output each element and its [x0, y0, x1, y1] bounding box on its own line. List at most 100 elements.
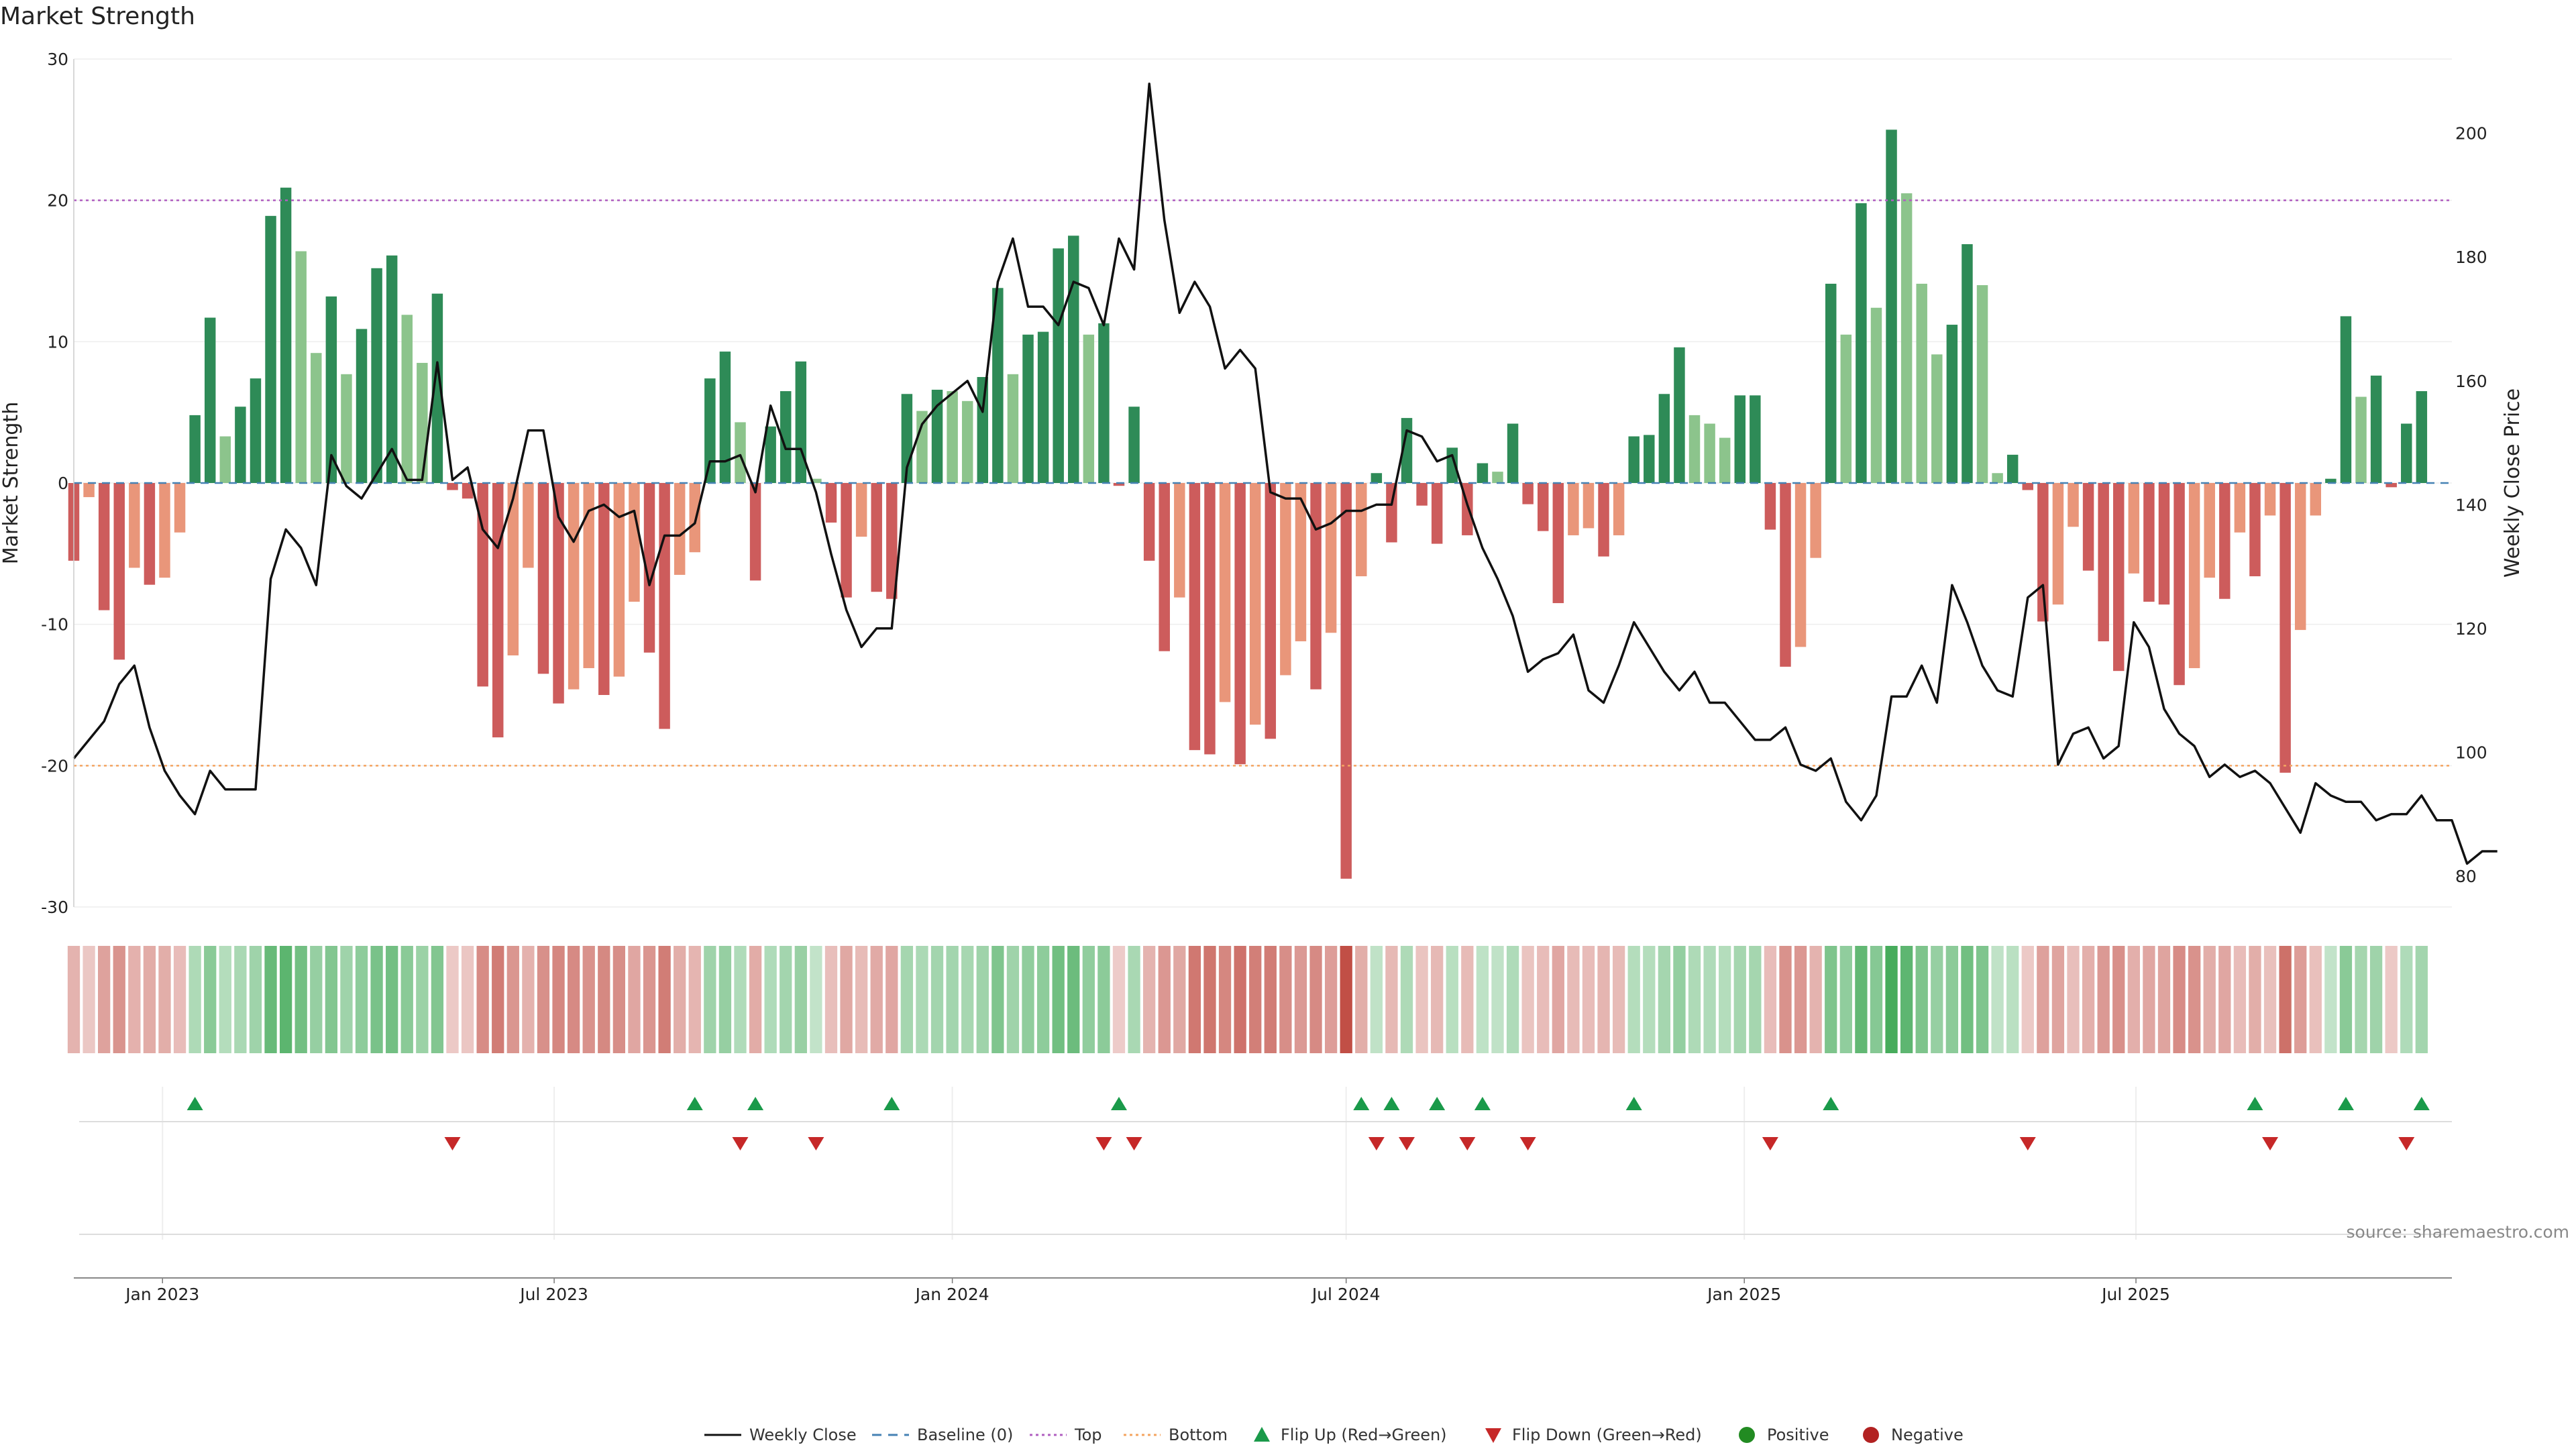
heat-cell: [476, 946, 489, 1053]
flip-up-marker: [2413, 1097, 2430, 1110]
strength-bar: [1098, 323, 1110, 483]
strength-bar: [2294, 483, 2306, 631]
strength-bar: [1794, 483, 1807, 647]
heat-cell: [1324, 946, 1338, 1053]
y-right-tick-label: 140: [2455, 495, 2487, 515]
strength-bar: [1628, 436, 1640, 483]
strength-bar: [250, 378, 262, 483]
strength-bar: [219, 436, 231, 483]
flip-up-marker: [747, 1097, 764, 1110]
strength-bar: [1946, 325, 1958, 483]
legend-label: Flip Down (Green→Red): [1512, 1426, 1702, 1444]
heat-cell: [855, 946, 868, 1053]
reference-lines: [74, 199, 2452, 767]
heat-cell: [1627, 946, 1640, 1053]
strength-bar: [1900, 193, 1913, 483]
heat-strip: [67, 946, 2428, 1053]
strength-bar: [1280, 483, 1291, 676]
heat-cell: [128, 946, 141, 1053]
heat-cell: [522, 946, 535, 1053]
strength-bar: [2204, 483, 2215, 578]
strength-bars: [68, 129, 2428, 879]
heat-cell: [1340, 946, 1352, 1053]
source-note: source: sharemaestro.com: [2347, 1222, 2570, 1242]
heat-cell: [325, 946, 338, 1053]
strength-bar: [780, 391, 792, 483]
strength-bar: [2128, 483, 2140, 574]
heat-cell: [461, 946, 474, 1053]
strength-bar: [356, 329, 368, 483]
flip-down-marker: [808, 1137, 824, 1150]
heat-cell: [1552, 946, 1564, 1053]
strength-bar: [204, 317, 216, 483]
strength-bar: [295, 251, 307, 483]
strength-bar: [1295, 483, 1307, 641]
strength-bar: [629, 483, 640, 602]
strength-bar: [2037, 483, 2049, 622]
heat-cell: [2112, 946, 2125, 1053]
heat-cell: [143, 946, 156, 1053]
strength-bar: [401, 315, 413, 483]
heat-cell: [204, 946, 217, 1053]
heat-cell: [294, 946, 307, 1053]
strength-bar: [1037, 331, 1049, 483]
heat-cell: [598, 946, 610, 1053]
heat-cell: [794, 946, 807, 1053]
heat-cell: [2006, 946, 2019, 1053]
y-right-tick-label: 80: [2455, 867, 2477, 886]
flip-down-marker: [2262, 1137, 2279, 1150]
strength-bar: [795, 361, 807, 483]
heat-cell: [930, 946, 944, 1053]
heat-cell: [1794, 946, 1807, 1053]
grid-layer: [74, 58, 2452, 1240]
heat-cell: [2309, 946, 2322, 1053]
strength-bar: [643, 483, 655, 653]
heat-cell: [355, 946, 368, 1053]
heat-cell: [83, 946, 95, 1053]
flip-up-marker: [1474, 1097, 1491, 1110]
strength-bar: [659, 483, 670, 729]
strength-bar: [189, 415, 201, 483]
strength-bar: [1719, 437, 1731, 483]
heat-cell: [1370, 946, 1383, 1053]
flip-up-marker: [1625, 1097, 1642, 1110]
flip-down-marker: [1399, 1137, 1415, 1150]
heat-cell: [2051, 946, 2065, 1053]
strength-bar: [961, 400, 973, 483]
strength-bar: [1356, 483, 1367, 577]
heat-cell: [1476, 946, 1489, 1053]
flip-down-marker: [732, 1137, 749, 1150]
heat-cell: [1839, 946, 1852, 1053]
legend-label: Top: [1074, 1426, 1102, 1444]
heat-cell: [1855, 946, 1868, 1053]
strength-bar: [2082, 483, 2094, 571]
strength-bar: [1644, 435, 1655, 483]
strength-bar: [235, 407, 246, 483]
heat-cell: [1385, 946, 1398, 1053]
heat-cell: [1945, 946, 1959, 1053]
x-tick-label: Jul 2023: [519, 1285, 588, 1304]
heat-cell: [643, 946, 656, 1053]
strength-bar: [174, 483, 186, 533]
strength-bar: [719, 352, 731, 483]
heat-cell: [1976, 946, 1989, 1053]
strength-bar: [947, 391, 958, 483]
strength-bar: [1537, 483, 1549, 531]
heat-cell: [567, 946, 580, 1053]
flip-up-marker: [1383, 1097, 1400, 1110]
strength-bar: [765, 426, 776, 483]
y-left-tick-label: -20: [41, 756, 68, 775]
x-tick-label: Jul 2024: [1311, 1285, 1381, 1304]
strength-bar: [2385, 483, 2397, 488]
legend-swatch-negative: [1863, 1427, 1879, 1443]
strength-bar: [1325, 483, 1337, 633]
strength-bar: [749, 483, 761, 581]
heat-cell: [1931, 946, 1943, 1053]
heat-cell: [2188, 946, 2201, 1053]
heat-cell: [704, 946, 716, 1053]
strength-bar: [1401, 418, 1413, 483]
heat-cell: [1537, 946, 1550, 1053]
heat-cell: [2294, 946, 2307, 1053]
strength-bar: [1477, 463, 1489, 483]
heat-cell: [2143, 946, 2155, 1053]
